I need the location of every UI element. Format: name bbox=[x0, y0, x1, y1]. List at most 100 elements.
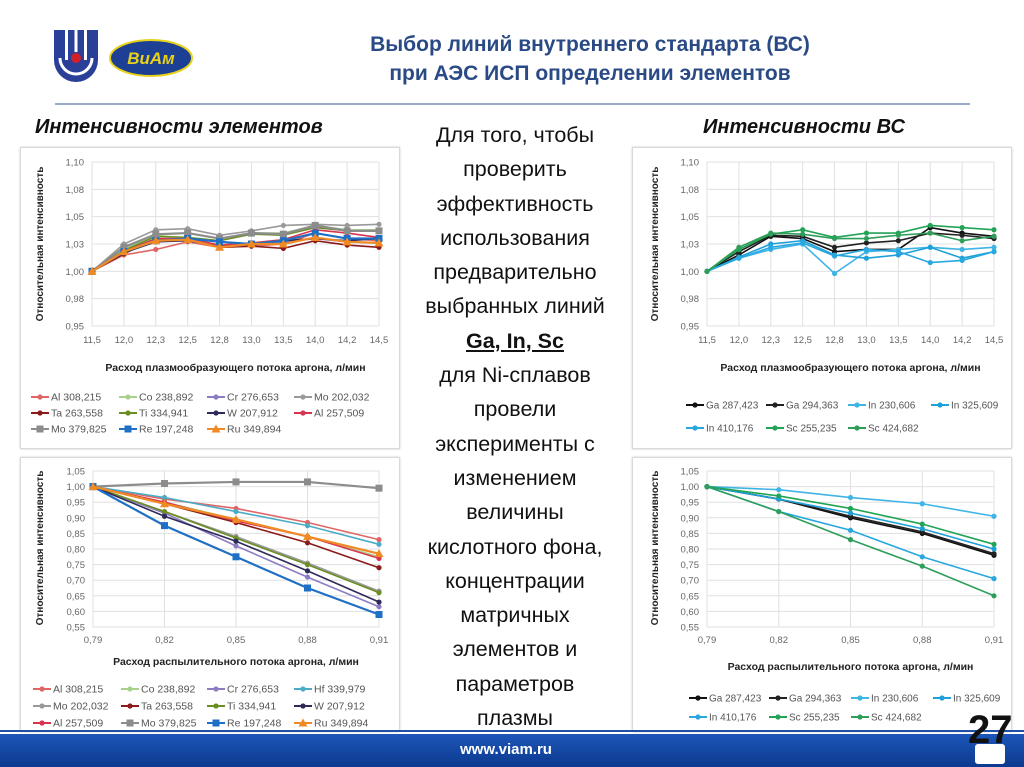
data-point bbox=[991, 593, 997, 599]
data-point bbox=[376, 599, 382, 605]
legend-item: W 207,912 bbox=[207, 408, 278, 420]
x-axis-title: Расход плазмообразующего потока аргона, … bbox=[105, 362, 365, 374]
y-tick-label: 0,95 bbox=[681, 498, 700, 509]
data-point bbox=[231, 514, 241, 523]
legend-item: Sc 424,682 bbox=[848, 424, 919, 435]
series-line bbox=[706, 242, 995, 273]
y-tick-label: 0,80 bbox=[67, 545, 86, 556]
data-point bbox=[161, 513, 168, 519]
data-point bbox=[768, 230, 774, 236]
data-point bbox=[863, 235, 870, 242]
data-point bbox=[736, 255, 742, 261]
y-tick-label: 1,05 bbox=[66, 212, 85, 223]
y-tick-label: 0,90 bbox=[681, 513, 700, 524]
data-point bbox=[800, 231, 806, 237]
data-point bbox=[160, 499, 169, 508]
legend-marker bbox=[36, 425, 44, 433]
text-line: проверить bbox=[463, 157, 567, 182]
series-ru-349-894 bbox=[87, 232, 384, 275]
legend-marker bbox=[213, 394, 219, 400]
legend-label: Ta 263,558 bbox=[51, 408, 103, 420]
middle-text: Для того, чтобы проверить эффективность исп… bbox=[400, 118, 630, 735]
data-point bbox=[233, 508, 239, 515]
legend-item: Mo 202,032 bbox=[33, 701, 109, 713]
chart-standards-plasma: 0,95 0,98 1,00 1,03 1,05 1,08 1,10 11,5 12,0 12,3… bbox=[632, 147, 1012, 449]
text-line: предварительно bbox=[433, 260, 597, 285]
svg-text:ВиАм: ВиАм bbox=[127, 49, 175, 68]
y-tick-label: 0,60 bbox=[67, 607, 86, 618]
highlight-elements: Ga, In, Sc bbox=[466, 328, 564, 353]
series-line bbox=[706, 239, 995, 273]
data-point bbox=[991, 244, 997, 250]
y-tick-label: 1,05 bbox=[681, 467, 700, 478]
y-tick-label: 0,55 bbox=[681, 623, 700, 634]
page-number: 27 bbox=[968, 708, 1013, 752]
legend-label: Co 238,892 bbox=[141, 684, 195, 696]
data-point bbox=[376, 537, 382, 543]
y-tick-label: 1,03 bbox=[66, 240, 85, 251]
legend-label: W 207,912 bbox=[227, 408, 278, 420]
series-w-207-912 bbox=[90, 484, 382, 605]
chart-svg: 0,95 0,98 1,00 1,03 1,05 1,08 1,10 11,5 12,0 12,3… bbox=[31, 158, 388, 436]
legend-label: Ga 287,423 bbox=[709, 694, 762, 705]
y-tick-label: 0,70 bbox=[681, 576, 700, 587]
legend-marker bbox=[213, 703, 219, 709]
legend-label: Cr 276,653 bbox=[227, 392, 279, 404]
legend-item: Re 197,248 bbox=[207, 718, 281, 730]
series-ru-349-894 bbox=[88, 482, 384, 558]
legend-item: Sc 424,682 bbox=[851, 713, 922, 724]
footer-bar bbox=[0, 734, 1024, 767]
legend-label: Sc 424,682 bbox=[871, 713, 922, 724]
data-point bbox=[991, 249, 997, 255]
text-line: Для того, чтобы bbox=[435, 123, 595, 147]
text-line: провели bbox=[473, 397, 557, 422]
legend-label: Mo 379,825 bbox=[141, 718, 197, 730]
data-point bbox=[151, 236, 161, 245]
legend-label: Mo 202,032 bbox=[53, 701, 109, 713]
data-point bbox=[847, 494, 854, 501]
text-line: для Ni-сплавов bbox=[439, 363, 591, 388]
legend-item: Al 257,509 bbox=[294, 408, 364, 420]
y-tick-label: 0,90 bbox=[67, 513, 86, 524]
y-axis-title: Относительная интенсивность bbox=[650, 471, 661, 626]
legend-marker bbox=[775, 695, 781, 701]
data-point bbox=[375, 484, 383, 492]
x-tick-label: 0,88 bbox=[298, 635, 317, 646]
y-tick-label: 0,85 bbox=[681, 529, 700, 540]
data-point bbox=[768, 244, 774, 250]
legend-item: Co 238,892 bbox=[121, 684, 195, 696]
x-tick-label: 0,88 bbox=[913, 635, 932, 646]
text-line: концентрации bbox=[445, 568, 585, 593]
legend-marker bbox=[857, 695, 863, 701]
legend-item: Al 308,215 bbox=[33, 684, 103, 696]
data-point bbox=[776, 493, 782, 499]
legend-item: Mo 379,825 bbox=[121, 718, 197, 730]
data-point bbox=[87, 266, 97, 275]
data-point bbox=[376, 604, 382, 610]
data-point bbox=[959, 232, 965, 238]
data-point bbox=[233, 543, 239, 549]
series-line bbox=[706, 226, 995, 273]
x-tick-label: 12,3 bbox=[762, 335, 781, 346]
legend-item: Cr 276,653 bbox=[207, 684, 279, 696]
data-point bbox=[184, 229, 192, 237]
legend-marker bbox=[212, 719, 220, 727]
legend-item: In 325,609 bbox=[933, 694, 1001, 705]
legend-marker bbox=[298, 718, 308, 727]
series-line bbox=[91, 224, 379, 273]
legend-marker bbox=[772, 425, 778, 431]
y-tick-label: 0,85 bbox=[67, 529, 86, 540]
data-point bbox=[304, 523, 311, 529]
legend-marker bbox=[39, 720, 45, 726]
x-tick-label: 0,82 bbox=[155, 635, 174, 646]
y-tick-label: 1,00 bbox=[66, 267, 85, 278]
text-line: выбранных линий bbox=[425, 294, 605, 319]
series-line bbox=[706, 224, 995, 272]
data-point bbox=[161, 494, 168, 501]
x-tick-label: 0,85 bbox=[227, 635, 246, 646]
data-point bbox=[776, 487, 782, 493]
x-tick-label: 0,91 bbox=[985, 635, 1004, 646]
footer-url[interactable]: www.viam.ru bbox=[460, 741, 552, 758]
legend-marker bbox=[127, 686, 133, 692]
legend-item: Sc 255,235 bbox=[766, 424, 837, 435]
